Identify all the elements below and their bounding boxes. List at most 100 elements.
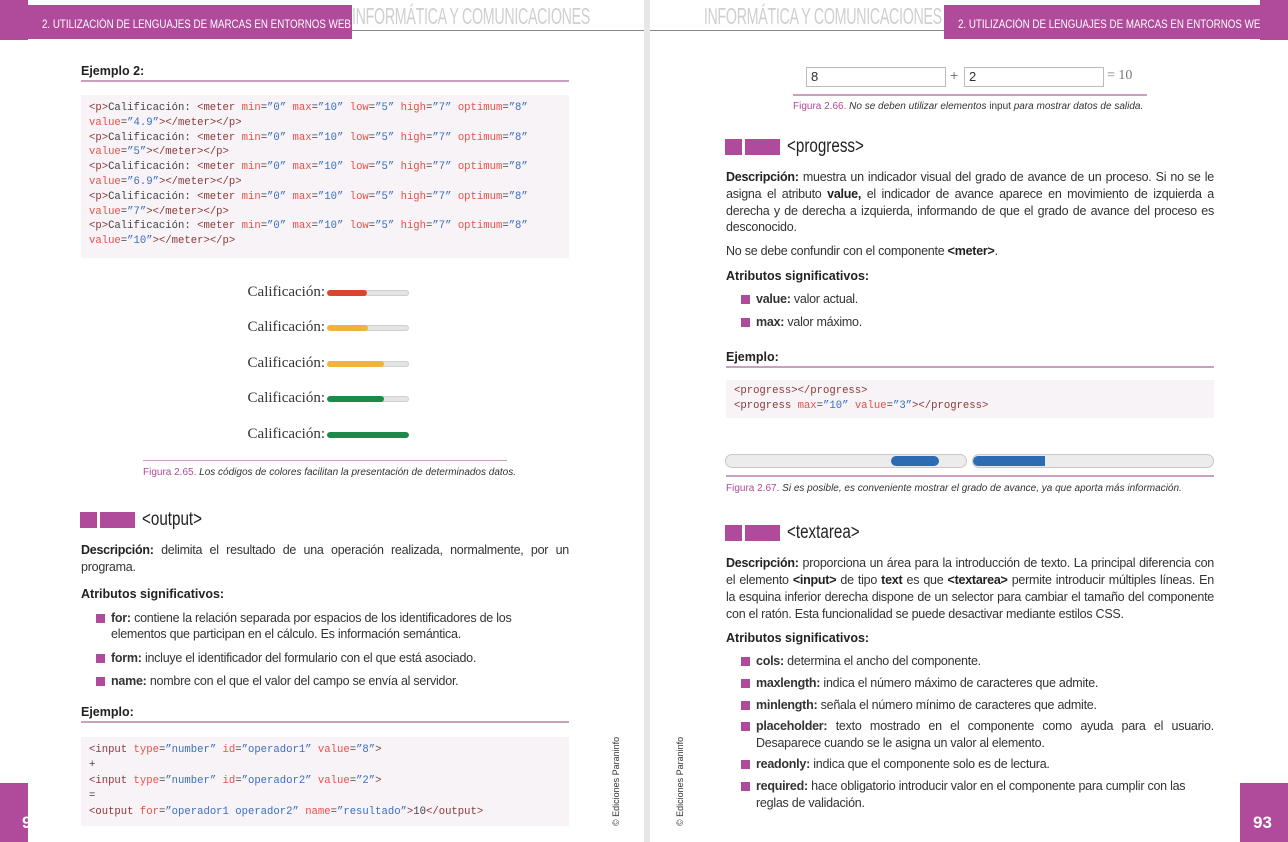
attr-placeholder: placeholder: texto mostrado en el compon… — [741, 718, 1214, 751]
code-line: <output for=”operador1 operador2” name=”… — [89, 805, 484, 818]
meter-bar — [327, 361, 409, 367]
attr-for: for: contiene la relación separada por e… — [96, 610, 569, 643]
code-block-progress: <progress></progress> <progress max=”10” … — [726, 380, 1214, 419]
code-line: <p>Calificación: <meter min=”0” max=”10”… — [89, 161, 528, 174]
code-line: value=”5”></meter></p> — [89, 146, 229, 159]
meter-figure: Calificación: Calificación: Calificación: C… — [81, 258, 569, 460]
progress-indeterminate — [725, 454, 967, 469]
progress-description: Descripción: muestra un indicador visual… — [726, 170, 1214, 235]
right-content: 8 + 2 = 10 Figura 2.66. No se deben util… — [725, 60, 1214, 811]
page-number: 93 — [1253, 813, 1272, 832]
code-line: <progress></progress> — [734, 385, 868, 398]
progress-value — [972, 454, 1214, 469]
figure-caption-2-67: Figura 2.67. Si es posible, es convenien… — [726, 483, 1182, 495]
operand1-input[interactable]: 8 — [806, 67, 946, 87]
code-block-output: <input type=”number” id=”operador1” valu… — [81, 736, 569, 827]
example-title: Ejemplo: — [81, 704, 134, 719]
figure-caption-2-65: Figura 2.65. Los códigos de colores faci… — [143, 466, 569, 479]
textarea-description: Descripción: proporciona un área para la… — [726, 556, 1214, 621]
meter-row: Calificación: — [230, 284, 430, 304]
right-page: INFORMÁTICA Y COMUNICACIONES 2. UTILIZAC… — [650, 0, 1288, 842]
meter-bar — [327, 290, 409, 296]
meter-label: Calificación: — [247, 319, 325, 335]
page-number-band — [0, 783, 28, 842]
figure-number: Figura 2.65. — [143, 467, 197, 478]
meter-row: Calificación: — [230, 319, 430, 339]
attr-value: value: valor actual. — [741, 291, 1214, 308]
result-output: = 10 — [1107, 68, 1133, 83]
chapter-header: 2. UTILIZACIÓN DE LENGUAJES DE MARCAS EN… — [944, 5, 1260, 39]
divider — [81, 720, 569, 723]
operand2-input[interactable]: 2 — [964, 67, 1104, 87]
chapter-header: 2. UTILIZACIÓN DE LENGUAJES DE MARCAS EN… — [28, 5, 352, 39]
meter-bar — [327, 325, 409, 331]
brand-title: INFORMÁTICA Y COMUNICACIONES — [352, 3, 591, 29]
code-line: value=”10”></meter></p> — [89, 235, 236, 248]
left-page: 2. UTILIZACIÓN DE LENGUAJES DE MARCAS EN… — [0, 0, 644, 842]
output-description: Descripción: delimita el resultado de un… — [81, 542, 569, 576]
meter-fill — [327, 290, 368, 296]
example-title: Ejemplo: — [726, 350, 779, 365]
section-title: <output> — [142, 509, 203, 530]
section-heading-progress: <progress> — [725, 136, 1214, 157]
attributes-title: Atributos significativos: — [81, 586, 225, 601]
divider — [650, 30, 944, 31]
meter-row: Calificación: — [230, 390, 430, 410]
code-line: <input type=”number” id=”operador2” valu… — [89, 774, 382, 787]
publisher-note: © Ediciones Paraninfo — [611, 736, 621, 826]
code-line: + — [89, 759, 96, 772]
left-content: Ejemplo 2: <p>Calificación: <meter min=”… — [80, 60, 569, 827]
divider — [352, 30, 644, 31]
meter-label: Calificación: — [247, 390, 325, 406]
code-line: <progress max=”10” value=”3”></progress> — [734, 400, 989, 413]
attributes-title: Atributos significativos: — [726, 631, 870, 646]
attr-minlength: minlength: señala el número mínimo de ca… — [741, 697, 1214, 714]
code-line: <p>Calificación: <meter min=”0” max=”10”… — [89, 131, 528, 144]
attr-form: form: incluye el identificador del formu… — [96, 650, 569, 667]
divider — [81, 80, 569, 82]
code-line: <input type=”number” id=”operador1” valu… — [89, 743, 382, 756]
code-line: value=”7”></meter></p> — [89, 205, 229, 218]
section-heading-textarea: <textarea> — [725, 522, 1214, 544]
code-line: <p>Calificación: <meter min=”0” max=”10”… — [89, 102, 528, 114]
chapter-title: 2. UTILIZACIÓN DE LENGUAJES DE MARCAS EN… — [958, 19, 1260, 31]
meter-bar — [327, 432, 409, 438]
caption-text: Los códigos de colores facilitan la pres… — [199, 467, 517, 478]
progress-figure — [725, 454, 1214, 469]
meter-label: Calificación: — [247, 426, 325, 442]
divider — [143, 460, 507, 461]
code-line: = — [89, 790, 96, 803]
divider — [793, 94, 1147, 96]
attr-cols: cols: determina el ancho del componente. — [741, 653, 1214, 670]
page-number-band — [1240, 783, 1288, 842]
section-heading-output: <output> — [80, 509, 569, 530]
meter-fill — [327, 325, 368, 331]
text: delimita el resultado de una operación r… — [81, 543, 569, 574]
attributes-title: Atributos significativos: — [726, 268, 870, 283]
code-line: <p>Calificación: <meter min=”0” max=”10”… — [89, 190, 528, 203]
example2-title: Ejemplo 2: — [81, 64, 145, 78]
meter-row: Calificación: — [230, 426, 430, 446]
progress-note: No se debe confundir con el componente <… — [726, 244, 998, 259]
meter-bar — [327, 396, 409, 402]
code-block-meter: <p>Calificación: <meter min=”0” max=”10”… — [81, 95, 569, 258]
meter-fill — [327, 432, 409, 438]
chapter-title: 2. UTILIZACIÓN DE LENGUAJES DE MARCAS EN… — [42, 19, 351, 31]
margin-band — [0, 0, 28, 40]
meter-label: Calificación: — [247, 355, 325, 371]
meter-row: Calificación: — [230, 355, 430, 375]
divider — [726, 475, 1214, 478]
meter-fill — [327, 361, 384, 367]
label: Descripción: — [81, 543, 154, 557]
publisher-note: © Ediciones Paraninfo — [675, 736, 685, 826]
figure-caption-2-66: Figura 2.66. No se deben utilizar elemen… — [793, 101, 1144, 112]
meter-label: Calificación: — [247, 284, 325, 300]
attr-max: max: valor máximo. — [741, 314, 1214, 331]
margin-band — [1260, 0, 1288, 40]
brand-title: INFORMÁTICA Y COMUNICACIONES — [703, 3, 942, 29]
code-line: <p>Calificación: <meter min=”0” max=”10”… — [89, 220, 528, 233]
divider — [726, 366, 1214, 369]
section-title: <textarea> — [787, 522, 860, 544]
code-line: value=”6.9”></meter></p> — [89, 175, 242, 188]
plus-sign: + — [950, 67, 959, 83]
